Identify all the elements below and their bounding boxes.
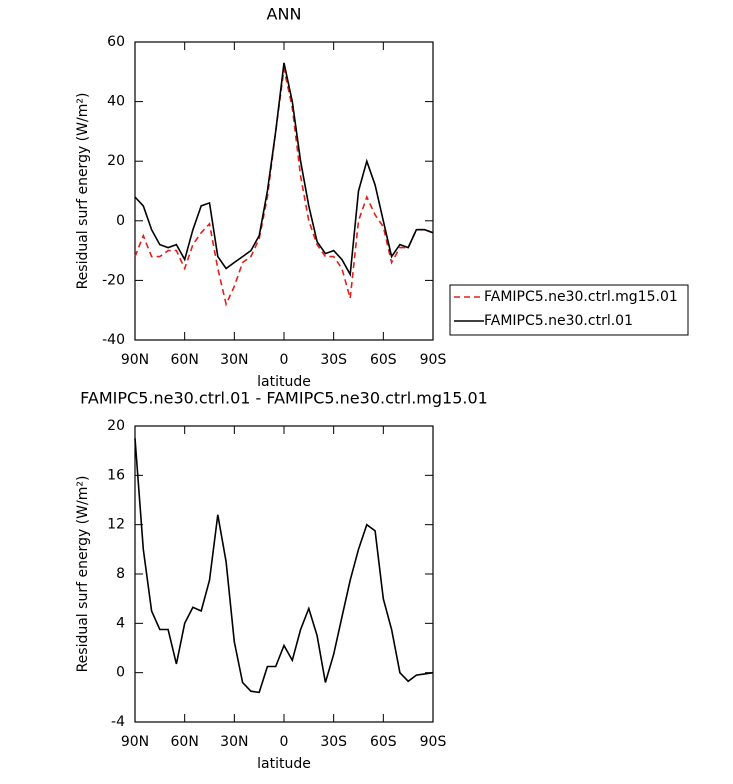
x-tick-label: 60S [370, 352, 397, 368]
y-axis-label: Residual surf energy (W/m²) [75, 93, 91, 290]
x-tick-label: 30N [220, 352, 248, 368]
x-tick-label: 90S [420, 734, 447, 750]
x-axis-label: latitude [257, 374, 311, 390]
y-tick-label: 0 [116, 665, 125, 681]
x-tick-label: 30S [320, 734, 347, 750]
y-tick-label: 12 [107, 517, 125, 533]
x-tick-label: 30S [320, 352, 347, 368]
x-tick-label: 30N [220, 734, 248, 750]
x-tick-label: 0 [280, 352, 289, 368]
x-tick-label: 0 [280, 734, 289, 750]
x-tick-label: 60N [171, 734, 199, 750]
y-tick-label: 20 [107, 153, 125, 169]
legend-label: FAMIPC5.ne30.ctrl.01 [484, 313, 633, 329]
y-tick-label: 4 [116, 615, 125, 631]
x-tick-label: 90S [420, 352, 447, 368]
chart-title: FAMIPC5.ne30.ctrl.01 - FAMIPC5.ne30.ctrl… [80, 389, 488, 408]
x-axis-label: latitude [257, 756, 311, 772]
y-tick-label: 8 [116, 566, 125, 582]
plot-frame [134, 41, 434, 341]
legend-box [449, 284, 689, 336]
data-line [134, 438, 434, 694]
y-tick-label: 20 [107, 418, 125, 434]
x-tick-label: 60N [171, 352, 199, 368]
x-tick-label: 60S [370, 734, 397, 750]
y-tick-label: -40 [102, 332, 125, 348]
y-tick-label: -4 [111, 714, 125, 730]
y-tick-label: 16 [107, 467, 125, 483]
data-line [134, 62, 434, 278]
chart-title: ANN [267, 5, 302, 24]
plot-frame [134, 425, 434, 723]
y-tick-label: 0 [116, 213, 125, 229]
y-axis-label: Residual surf energy (W/m²) [75, 476, 91, 673]
data-line [134, 68, 434, 307]
legend-label: FAMIPC5.ne30.ctrl.mg15.01 [484, 289, 678, 305]
x-tick-label: 90N [121, 352, 149, 368]
y-tick-label: 60 [107, 34, 125, 50]
y-tick-label: 40 [107, 94, 125, 110]
x-tick-label: 90N [121, 734, 149, 750]
y-tick-label: -20 [102, 272, 125, 288]
